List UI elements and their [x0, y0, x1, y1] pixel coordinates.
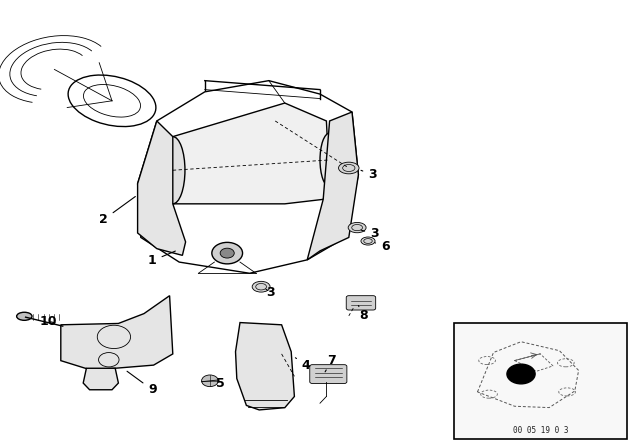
Polygon shape — [236, 323, 294, 410]
Ellipse shape — [361, 237, 375, 245]
Text: 3: 3 — [361, 227, 379, 241]
Text: 00 05 19 0 3: 00 05 19 0 3 — [513, 426, 568, 435]
Text: 10: 10 — [39, 314, 57, 328]
Polygon shape — [173, 103, 330, 204]
Text: 4: 4 — [296, 358, 310, 372]
FancyBboxPatch shape — [310, 365, 347, 383]
Polygon shape — [138, 121, 186, 255]
Ellipse shape — [320, 133, 339, 187]
Text: 6: 6 — [375, 240, 390, 253]
FancyBboxPatch shape — [346, 296, 376, 310]
Text: 3: 3 — [361, 168, 377, 181]
Text: 2: 2 — [99, 197, 135, 226]
Polygon shape — [83, 368, 118, 390]
Polygon shape — [61, 296, 173, 370]
Text: 9: 9 — [127, 371, 157, 396]
Polygon shape — [307, 112, 358, 260]
Text: 8: 8 — [358, 306, 368, 323]
Text: 3: 3 — [266, 285, 275, 299]
Ellipse shape — [17, 312, 32, 320]
Bar — [454, 323, 627, 439]
Ellipse shape — [161, 137, 185, 204]
Ellipse shape — [252, 281, 270, 292]
Circle shape — [507, 364, 535, 384]
Text: 5: 5 — [216, 377, 225, 391]
Ellipse shape — [212, 242, 243, 264]
Text: 1: 1 — [148, 251, 175, 267]
Ellipse shape — [220, 248, 234, 258]
Text: 7: 7 — [325, 354, 336, 372]
Ellipse shape — [348, 223, 366, 233]
Ellipse shape — [339, 162, 359, 174]
Circle shape — [202, 375, 218, 387]
